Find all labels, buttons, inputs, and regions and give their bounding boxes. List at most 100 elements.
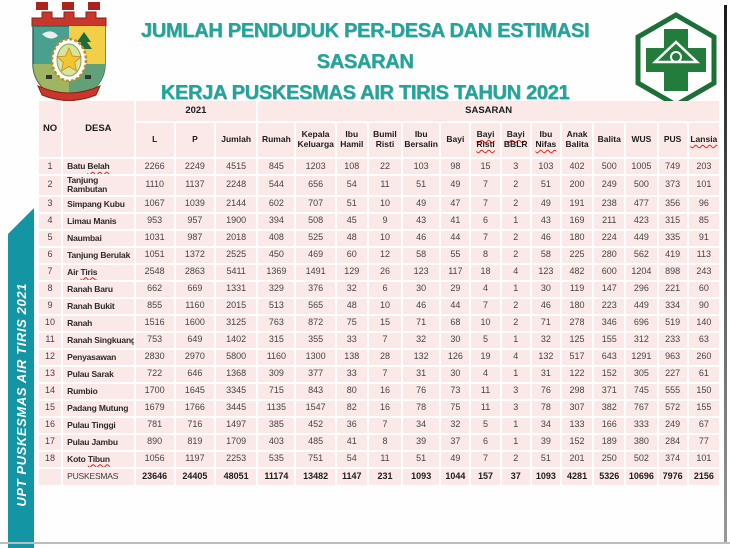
table-cell: 180	[561, 298, 593, 314]
table-cell: 469	[296, 247, 335, 263]
table-cell: 91	[688, 230, 719, 246]
table-cell: 10	[368, 230, 402, 246]
word: Pulau	[67, 419, 90, 430]
photo-edge-right	[724, 5, 727, 544]
total-cell: 13482	[296, 468, 335, 485]
battlement-tooth	[88, 2, 100, 10]
word: Pulau	[67, 368, 90, 379]
header-no: NO	[39, 101, 62, 157]
total-cell: 11174	[258, 468, 295, 485]
table-cell: 129	[336, 264, 367, 280]
table-cell: 402	[561, 159, 593, 174]
table-cell: 7	[368, 366, 402, 382]
village-name: Pulau Tinggi	[63, 417, 134, 433]
table-cell: 500	[594, 159, 625, 174]
word: Bayi	[446, 134, 465, 145]
word: Balita	[565, 139, 589, 149]
column-header-ibu-nifas: Ibu Nifas	[531, 123, 560, 157]
table-cell: 33	[336, 366, 367, 382]
village-name: Air Tiris	[63, 264, 134, 280]
table-cell: 33	[336, 332, 367, 348]
column-header-p: P	[175, 123, 215, 157]
word: L	[152, 134, 158, 145]
word: WUS	[631, 134, 652, 145]
table-cell: 77	[688, 434, 719, 450]
table-cell: 203	[688, 159, 719, 174]
table-cell: 49	[441, 176, 470, 195]
word: Jambu	[91, 436, 118, 447]
table-cell: 1600	[175, 315, 215, 331]
table-cell: 2144	[216, 196, 257, 212]
village-name: Ranah Singkuang	[63, 332, 134, 348]
column-header-anak-balita: Anak Balita	[561, 123, 593, 157]
column-header-bumil-risti: Bumil Risti	[368, 123, 402, 157]
table-cell: 2863	[175, 264, 215, 280]
table-cell: 101	[688, 176, 719, 195]
table-cell: 73	[441, 383, 470, 399]
table-cell: 46	[403, 298, 440, 314]
table-cell: 189	[594, 434, 625, 450]
row-number: 7	[39, 264, 62, 280]
table-cell: 101	[688, 451, 719, 467]
table-row: 15 Padang Mutung 1679 1766 3445 1135 1547 82 16 7…	[39, 400, 719, 416]
row-number: 17	[39, 434, 62, 450]
table-cell: 2015	[216, 298, 257, 314]
table-cell: 169	[561, 213, 593, 229]
slide-title: JUMLAH PENDUDUK PER-DESA DAN ESTIMASI SA…	[112, 16, 618, 109]
table-cell: 3	[501, 383, 530, 399]
table-cell: 75	[336, 315, 367, 331]
table-cell: 44	[441, 230, 470, 246]
table-cell: 377	[296, 366, 335, 382]
table-cell: 1203	[296, 159, 335, 174]
table-cell: 8	[368, 434, 402, 450]
table-cell: 334	[658, 298, 687, 314]
word: Bumil	[373, 129, 397, 140]
table-cell: 3125	[216, 315, 257, 331]
table-row: 9 Ranah Bukit 855 1160 2015 513 565 48 10 46 44 7 2 4…	[39, 298, 719, 314]
table-cell: 898	[658, 264, 687, 280]
table-cell: 10	[368, 298, 402, 314]
table-cell: 200	[561, 176, 593, 195]
table-cell: 31	[531, 366, 560, 382]
table-cell: 1051	[135, 247, 174, 263]
table-cell: 477	[626, 196, 657, 212]
table-cell: 43	[531, 213, 560, 229]
population-table-container: NO DESA 2021 SASARAN L P Jumlah Rumah Kepala Kel…	[37, 99, 721, 487]
table-cell: 123	[531, 264, 560, 280]
table-cell: 1369	[258, 264, 295, 280]
word: Balita	[597, 134, 621, 145]
total-cell: 1044	[441, 468, 470, 485]
table-cell: 643	[594, 349, 625, 365]
table-cell: 1110	[135, 176, 174, 195]
table-cell: 249	[658, 417, 687, 433]
table-cell: 98	[441, 159, 470, 174]
column-header-l: L	[135, 123, 174, 157]
table-cell: 260	[688, 349, 719, 365]
table-cell: 1	[501, 332, 530, 348]
row-number: 16	[39, 417, 62, 433]
table-cell: 201	[561, 451, 593, 467]
table-cell: 51	[336, 196, 367, 212]
table-cell: 7	[368, 417, 402, 433]
table-cell: 843	[296, 383, 335, 399]
word: Anak	[566, 129, 588, 140]
table-cell: 1491	[296, 264, 335, 280]
table-cell: 37	[441, 434, 470, 450]
table-cell: 15	[471, 159, 500, 174]
table-cell: 2	[501, 451, 530, 467]
table-cell: 122	[561, 366, 593, 382]
table-cell: 1160	[258, 349, 295, 365]
table-cell: 78	[403, 400, 440, 416]
word: Tinggi	[91, 419, 116, 430]
table-cell: 355	[296, 332, 335, 348]
table-row: 2 Tanjung Rambutan 1110 1137 2248 544 656 54 11 5…	[39, 176, 719, 195]
table-cell: 656	[296, 176, 335, 195]
table-cell: 987	[175, 230, 215, 246]
word: Ranah	[67, 300, 93, 311]
word: Simpang	[67, 198, 102, 209]
table-cell: 11	[471, 383, 500, 399]
table-cell: 957	[175, 213, 215, 229]
table-cell: 71	[531, 315, 560, 331]
table-cell: 125	[561, 332, 593, 348]
table-cell: 819	[175, 434, 215, 450]
